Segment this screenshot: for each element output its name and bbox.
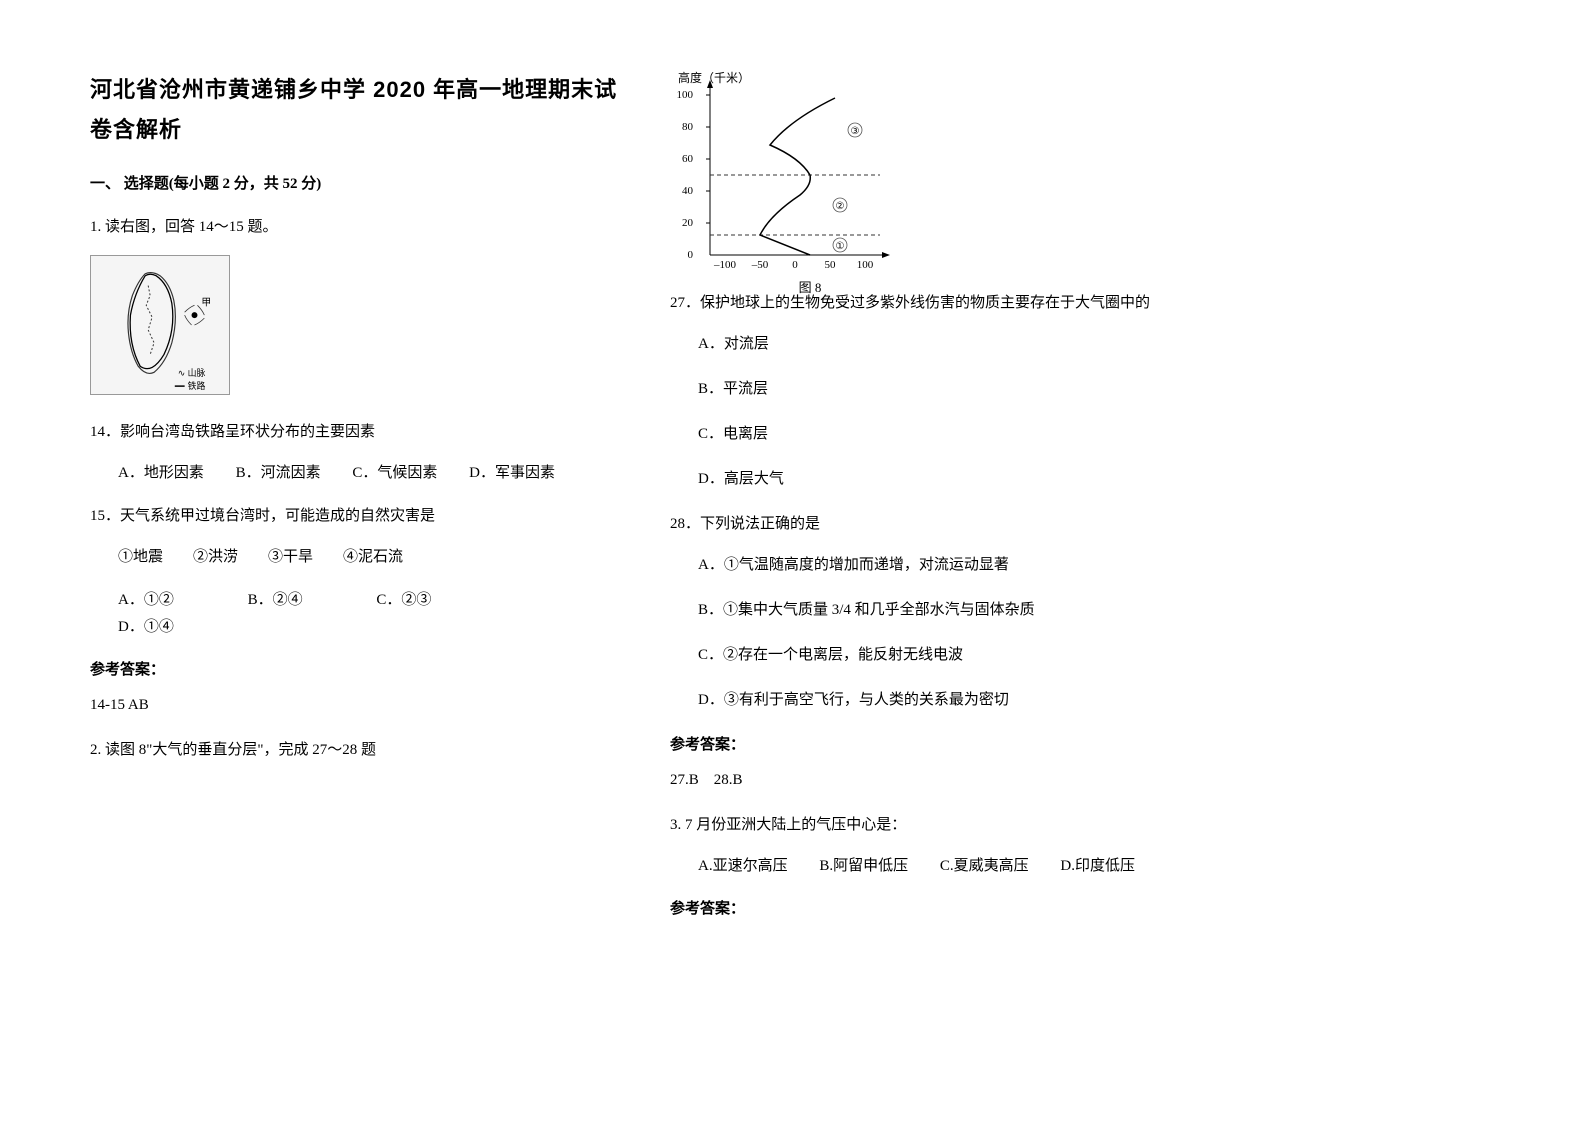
q27-opt-b: B．平流层 [698, 376, 1210, 403]
svg-text:甲: 甲 [201, 297, 211, 308]
svg-text:–100: –100 [713, 259, 737, 270]
q1-answer-label: 参考答案： [90, 657, 630, 684]
q28-opt-a: A．①气温随高度的增加而递增，对流运动显著 [698, 552, 1210, 579]
right-column: 高度（千米） 0 20 40 60 80 100 –100 –50 0 50 1… [650, 70, 1210, 931]
figure-taiwan-map: 甲 ∿ 山脉 铁路 [90, 255, 230, 395]
q2-answer-label: 参考答案： [670, 732, 1210, 759]
q2-intro: 2. 读图 8"大气的垂直分层"，完成 27～28 题 [90, 737, 630, 764]
q3-opt-c: C.夏威夷高压 [940, 853, 1029, 880]
q1-answer-value: 14-15 AB [90, 692, 630, 719]
svg-text:①: ① [836, 241, 845, 252]
svg-text:②: ② [836, 201, 845, 212]
exam-title: 河北省沧州市黄递铺乡中学 2020 年高一地理期末试卷含解析 [90, 70, 630, 149]
q3-opt-a: A.亚速尔高压 [698, 853, 788, 880]
q15-opt-c: C．②③ [376, 587, 431, 614]
section-heading: 一、 选择题(每小题 2 分，共 52 分) [90, 171, 630, 198]
svg-text:100: 100 [677, 89, 694, 101]
q27-opt-a: A．对流层 [698, 331, 1210, 358]
left-column: 河北省沧州市黄递铺乡中学 2020 年高一地理期末试卷含解析 一、 选择题(每小… [90, 70, 650, 931]
q28-opt-c: C．②存在一个电离层，能反射无线电波 [698, 642, 1210, 669]
q28-opt-d: D．③有利于高空飞行，与人类的关系最为密切 [698, 687, 1210, 714]
q14-options: A．地形因素 B．河流因素 C．气候因素 D．军事因素 [90, 460, 630, 487]
q15-opt-a: A．①② [118, 587, 174, 614]
q1-intro: 1. 读右图，回答 14～15 题。 [90, 214, 630, 241]
q3-opt-d: D.印度低压 [1060, 853, 1135, 880]
svg-text:80: 80 [682, 121, 694, 133]
q28-stem: 28．下列说法正确的是 [670, 511, 1210, 538]
q3-options: A.亚速尔高压 B.阿留申低压 C.夏威夷高压 D.印度低压 [670, 853, 1210, 880]
exam-page: 河北省沧州市黄递铺乡中学 2020 年高一地理期末试卷含解析 一、 选择题(每小… [0, 0, 1587, 961]
q3-answer-label: 参考答案： [670, 896, 1210, 923]
q28-opt-b: B．①集中大气质量 3/4 和几乎全部水汽与固体杂质 [698, 597, 1210, 624]
q14-stem: 14．影响台湾岛铁路呈环状分布的主要因素 [90, 419, 630, 446]
svg-text:∿: ∿ [178, 368, 185, 378]
q27-opt-d: D．高层大气 [698, 466, 1210, 493]
q15-opt-d: D．①④ [118, 614, 174, 641]
q27-options: A．对流层 B．平流层 C．电离层 D．高层大气 [670, 331, 1210, 493]
q14-opt-d: D．军事因素 [469, 460, 555, 487]
legend-mountain: 山脉 [188, 368, 206, 378]
q14-opt-b: B．河流因素 [236, 460, 321, 487]
svg-text:0: 0 [688, 249, 694, 261]
legend-rail: 铁路 [188, 380, 206, 391]
svg-text:50: 50 [825, 259, 837, 270]
svg-text:0: 0 [792, 259, 798, 270]
q28-options: A．①气温随高度的增加而递增，对流运动显著 B．①集中大气质量 3/4 和几乎全… [670, 552, 1210, 714]
svg-text:100: 100 [857, 259, 874, 270]
q14-opt-c: C．气候因素 [352, 460, 437, 487]
svg-text:60: 60 [682, 153, 694, 165]
q15-options: A．①② B．②④ C．②③ D．①④ [90, 587, 630, 641]
q3-opt-b: B.阿留申低压 [819, 853, 908, 880]
q15-item-list: ①地震 ②洪涝 ③干旱 ④泥石流 [118, 544, 403, 571]
svg-text:40: 40 [682, 185, 694, 197]
q15-items: ①地震 ②洪涝 ③干旱 ④泥石流 [90, 544, 630, 571]
y-axis-label: 高度（千米） [678, 70, 750, 85]
q27-opt-c: C．电离层 [698, 421, 1210, 448]
q15-stem: 15．天气系统甲过境台湾时，可能造成的自然灾害是 [90, 503, 630, 530]
svg-text:–50: –50 [751, 259, 769, 270]
svg-text:③: ③ [851, 126, 860, 137]
figure-atmosphere-chart: 高度（千米） 0 20 40 60 80 100 –100 –50 0 50 1… [670, 70, 950, 270]
q2-answer-value: 27.B 28.B [670, 767, 1210, 794]
q3-stem: 3. 7 月份亚洲大陆上的气压中心是： [670, 812, 1210, 839]
q15-opt-b: B．②④ [248, 587, 303, 614]
svg-text:20: 20 [682, 217, 694, 229]
figure-caption: 图 8 [670, 276, 950, 299]
q14-opt-a: A．地形因素 [118, 460, 204, 487]
